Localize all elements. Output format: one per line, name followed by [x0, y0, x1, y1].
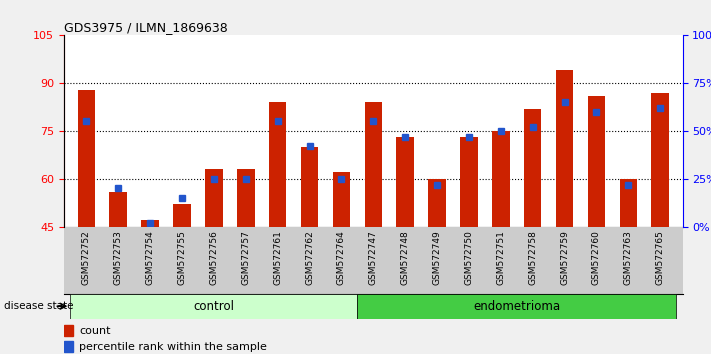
Text: percentile rank within the sample: percentile rank within the sample [80, 342, 267, 352]
Text: GSM572762: GSM572762 [305, 230, 314, 285]
Text: endometrioma: endometrioma [474, 300, 560, 313]
Bar [64, 341, 73, 353]
Text: GSM572753: GSM572753 [114, 230, 123, 285]
Bar [70, 294, 358, 319]
Bar [365, 102, 382, 227]
Text: GSM572758: GSM572758 [528, 230, 538, 285]
Bar [333, 172, 350, 227]
Text: disease state: disease state [4, 301, 73, 311]
Bar [173, 204, 191, 227]
Bar [141, 220, 159, 227]
Bar [109, 192, 127, 227]
Text: GSM572765: GSM572765 [656, 230, 665, 285]
Bar [64, 325, 73, 336]
Text: GSM572752: GSM572752 [82, 230, 91, 285]
Text: GSM572748: GSM572748 [401, 230, 410, 285]
Bar [651, 93, 669, 227]
Text: GSM572760: GSM572760 [592, 230, 601, 285]
Bar [492, 131, 510, 227]
Bar [77, 90, 95, 227]
Bar [358, 294, 676, 319]
Text: GSM572759: GSM572759 [560, 230, 569, 285]
Text: control: control [193, 300, 235, 313]
Text: GDS3975 / ILMN_1869638: GDS3975 / ILMN_1869638 [64, 21, 228, 34]
Bar [237, 169, 255, 227]
Text: GSM572763: GSM572763 [624, 230, 633, 285]
Text: GSM572761: GSM572761 [273, 230, 282, 285]
Bar [397, 137, 414, 227]
Bar [556, 70, 573, 227]
Text: GSM572747: GSM572747 [369, 230, 378, 285]
Bar [428, 179, 446, 227]
Bar [301, 147, 319, 227]
Bar [269, 102, 287, 227]
Bar [205, 169, 223, 227]
Text: count: count [80, 326, 111, 336]
Text: GSM572750: GSM572750 [464, 230, 474, 285]
Text: GSM572756: GSM572756 [209, 230, 218, 285]
Text: GSM572764: GSM572764 [337, 230, 346, 285]
Text: GSM572751: GSM572751 [496, 230, 506, 285]
Text: GSM572757: GSM572757 [241, 230, 250, 285]
Bar [588, 96, 605, 227]
Bar [619, 179, 637, 227]
Bar [524, 109, 542, 227]
Text: GSM572754: GSM572754 [146, 230, 154, 285]
Bar [460, 137, 478, 227]
Text: GSM572755: GSM572755 [178, 230, 186, 285]
Text: GSM572749: GSM572749 [432, 230, 442, 285]
